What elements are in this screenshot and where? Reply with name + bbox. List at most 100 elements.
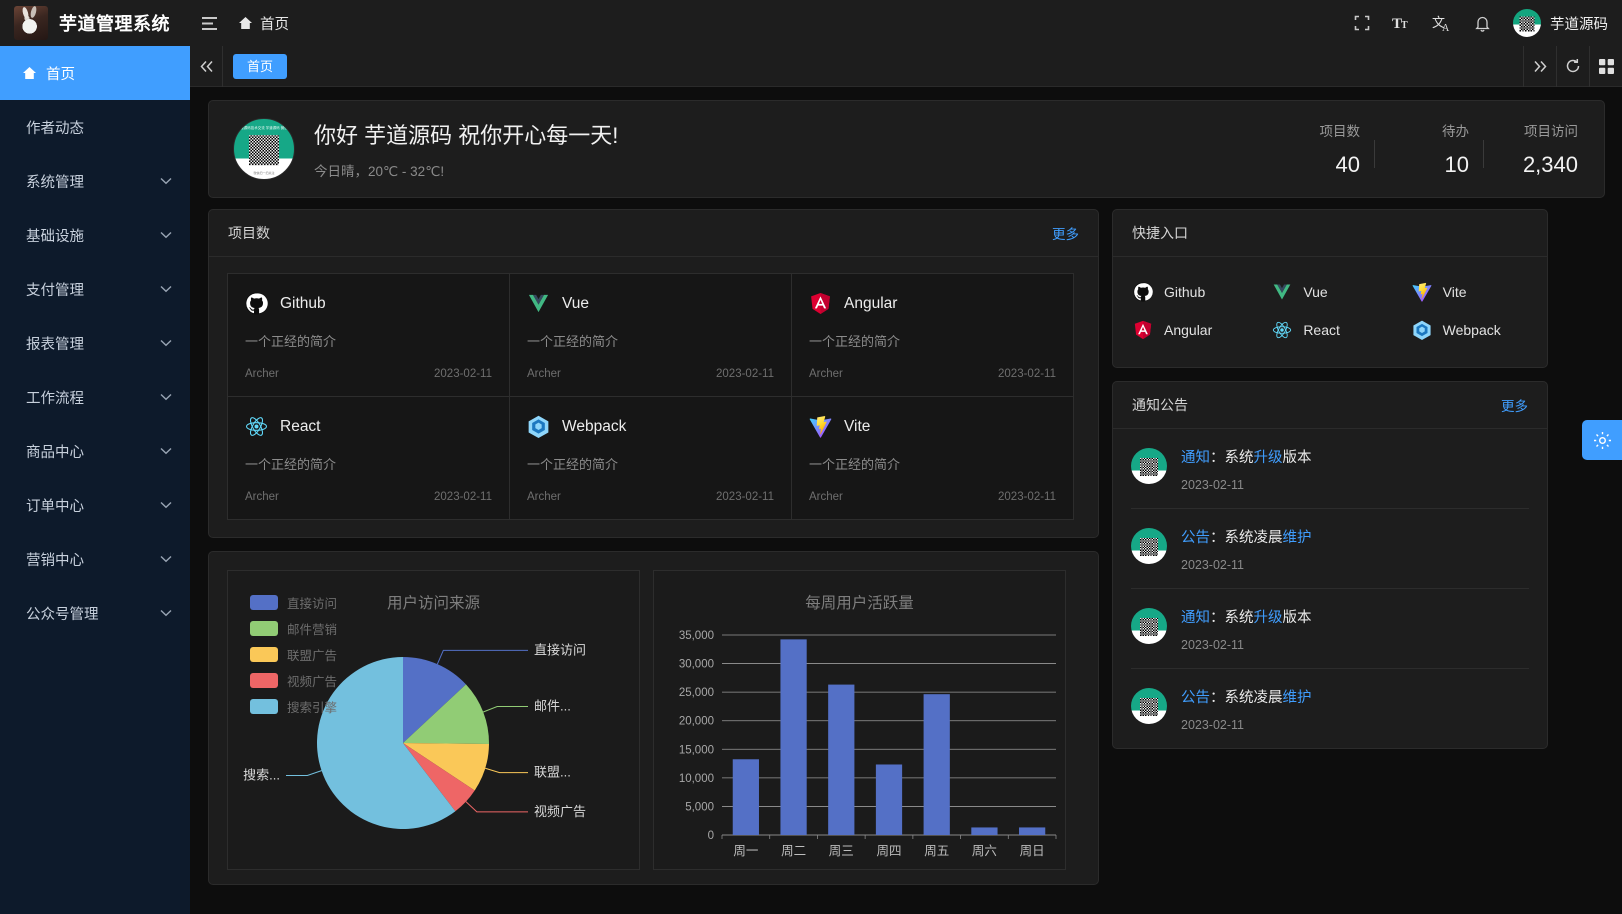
quick-entry-item[interactable]: Webpack [1400, 311, 1539, 349]
pie-slice[interactable] [403, 743, 475, 812]
pie-label-leader [286, 770, 322, 776]
bar-rect[interactable] [732, 759, 759, 835]
project-desc: 一个正经的简介 [245, 334, 337, 349]
user-menu[interactable]: 芋道源码 [1503, 9, 1608, 37]
project-desc: 一个正经的简介 [527, 334, 619, 349]
stat-label: 项目访问 [1524, 124, 1578, 139]
charts-card: 用户访问来源 直接访问 邮件营销 联盟广告 视频广告 搜索引擎 直接访问 邮件..… [208, 551, 1099, 885]
chevron-down-icon [160, 501, 172, 509]
brand-title: 芋道管理系统 [59, 14, 170, 34]
sidebar-item-menu-1[interactable]: 作者动态 [0, 100, 190, 154]
pie-label-leader [436, 649, 528, 665]
legend-label: 直接访问 [287, 597, 338, 611]
double-chevron-right-icon[interactable] [1523, 45, 1556, 87]
settings-fab-button[interactable] [1582, 420, 1622, 460]
sidebar-item-menu-8[interactable]: 订单中心 [0, 478, 190, 532]
projects-more-link[interactable]: 更多 [1052, 227, 1079, 242]
vue-icon [1273, 284, 1291, 300]
bar-rect[interactable] [828, 684, 855, 835]
bar-xtick-label: 周四 [876, 844, 901, 858]
home-icon [238, 16, 253, 30]
pie-chart: 用户访问来源 直接访问 邮件营销 联盟广告 视频广告 搜索引擎 直接访问 邮件..… [227, 570, 640, 870]
project-card[interactable]: Vite 一个正经的简介 Archer 2023-02-11 [791, 396, 1074, 520]
project-card[interactable]: Angular 一个正经的简介 Archer 2023-02-11 [791, 273, 1074, 397]
sidebar-item-menu-2[interactable]: 系统管理 [0, 154, 190, 208]
stat-value: 10 [1444, 152, 1469, 177]
left-column: 项目数 更多 Github 一个正经的简介 Archer 2023-02-11 … [208, 209, 1099, 885]
quick-entry-item[interactable]: Angular [1121, 311, 1260, 349]
quick-entry-item[interactable]: Vue [1260, 273, 1399, 311]
notice-item[interactable]: 公告：系统凌晨维护 2023-02-11 [1131, 668, 1529, 748]
notices-title: 通知公告 [1132, 397, 1188, 413]
bell-icon[interactable] [1463, 0, 1501, 46]
qrcode-avatar-icon: 芋道源码技术交流 芋道源码 微信号 微信扫一扫关注 [233, 118, 295, 180]
quick-entry-title: 快捷入口 [1132, 225, 1188, 241]
sidebar-item-home[interactable]: 首页 [0, 46, 190, 100]
pie-legend-item[interactable]: 联盟广告 [250, 645, 337, 664]
sidebar-item-menu-9[interactable]: 营销中心 [0, 532, 190, 586]
bar-rect[interactable] [1019, 827, 1046, 835]
project-card[interactable]: Github 一个正经的简介 Archer 2023-02-11 [227, 273, 510, 397]
grid-icon[interactable] [1589, 45, 1622, 87]
quick-entry-item[interactable]: Vite [1400, 273, 1539, 311]
quick-entry-item[interactable]: React [1260, 311, 1399, 349]
project-header: Github [245, 292, 492, 315]
chevron-down-icon [160, 285, 172, 293]
pie-label-leader [485, 767, 528, 774]
pie-legend-item[interactable]: 搜索引擎 [250, 697, 337, 716]
font-size-icon[interactable]: T T [1383, 0, 1421, 46]
pie-legend-item[interactable]: 视频广告 [250, 671, 337, 690]
brand[interactable]: 芋道管理系统 [0, 6, 190, 40]
project-footer: Archer 2023-02-11 [809, 491, 1056, 503]
avatar-qr-text: 芋道源码技术交流 芋道源码 微信号 [236, 126, 292, 130]
pie-slice[interactable] [317, 657, 456, 829]
project-card[interactable]: Vue 一个正经的简介 Archer 2023-02-11 [509, 273, 792, 397]
refresh-icon[interactable] [1556, 45, 1589, 87]
bar-rect[interactable] [923, 694, 950, 835]
sidebar-item-label: 商品中心 [26, 444, 84, 461]
bar-rect[interactable] [875, 764, 903, 835]
project-footer: Archer 2023-02-11 [245, 491, 492, 503]
legend-swatch [250, 621, 278, 636]
project-name: Angular [844, 294, 898, 312]
bar-rect[interactable] [971, 827, 998, 835]
sidebar-item-menu-6[interactable]: 工作流程 [0, 370, 190, 424]
pie-slice[interactable] [403, 743, 489, 791]
notice-date: 2023-02-11 [1181, 558, 1245, 572]
bar-ytick-label: 15,000 [679, 744, 714, 756]
sidebar-item-menu-3[interactable]: 基础设施 [0, 208, 190, 262]
qrcode-avatar-icon [1131, 688, 1167, 724]
pie-slice-label: 搜索... [243, 767, 280, 782]
pie-slice[interactable] [403, 657, 466, 743]
project-card[interactable]: Webpack 一个正经的简介 Archer 2023-02-11 [509, 396, 792, 520]
hamburger-icon[interactable] [190, 0, 228, 46]
project-author: Archer [809, 368, 843, 380]
quick-entry-label: Vite [1442, 284, 1467, 300]
sidebar-item-menu-10[interactable]: 公众号管理 [0, 586, 190, 640]
fullscreen-icon[interactable] [1343, 0, 1381, 46]
notice-item[interactable]: 通知：系统升级版本 2023-02-11 [1131, 429, 1529, 508]
project-name: React [280, 417, 321, 435]
sidebar-item-menu-7[interactable]: 商品中心 [0, 424, 190, 478]
notice-item[interactable]: 公告：系统凌晨维护 2023-02-11 [1131, 508, 1529, 588]
sidebar-item-menu-4[interactable]: 支付管理 [0, 262, 190, 316]
pie-legend-item[interactable]: 直接访问 [250, 593, 337, 612]
breadcrumb[interactable]: 首页 [228, 0, 299, 46]
notice-item[interactable]: 通知：系统升级版本 2023-02-11 [1131, 588, 1529, 668]
chevron-down-icon [160, 555, 172, 563]
chevron-down-icon [160, 609, 172, 617]
pie-legend-item[interactable]: 邮件营销 [250, 619, 337, 638]
notices-more-link[interactable]: 更多 [1501, 399, 1528, 414]
pie-slice[interactable] [403, 684, 489, 744]
double-chevron-left-icon[interactable] [190, 45, 223, 87]
chevron-down-icon [160, 447, 172, 455]
webpack-icon [1413, 320, 1431, 340]
weather-text: 今日晴，20℃ - 32℃! [314, 164, 445, 179]
project-card[interactable]: React 一个正经的简介 Archer 2023-02-11 [227, 396, 510, 520]
tab-home[interactable]: 首页 [233, 53, 288, 79]
quick-entry-item[interactable]: Github [1121, 273, 1260, 311]
tabs-bar: 首页 [190, 45, 1622, 87]
bar-rect[interactable] [780, 639, 807, 835]
sidebar-item-menu-5[interactable]: 报表管理 [0, 316, 190, 370]
translate-icon[interactable]: 文 A [1423, 0, 1461, 46]
